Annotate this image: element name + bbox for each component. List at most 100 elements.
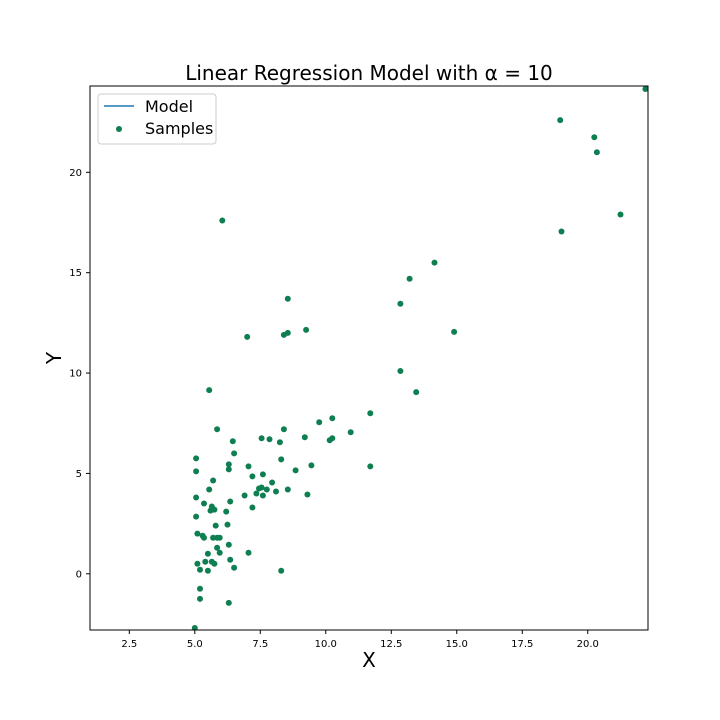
sample-point	[617, 211, 624, 218]
sample-point	[249, 473, 256, 480]
sample-point	[273, 488, 279, 495]
x-axis-label: X	[362, 648, 376, 672]
sample-point	[245, 549, 252, 556]
y-axis-label: Y	[42, 351, 66, 365]
sample-point	[266, 436, 273, 443]
plot-frame	[89, 85, 649, 631]
sample-point	[206, 486, 213, 493]
sample-point	[227, 498, 234, 505]
sample-point	[227, 556, 234, 563]
x-tick-label: 2.5	[121, 639, 137, 650]
sample-point	[201, 534, 207, 541]
legend-samples-label: Samples	[145, 119, 213, 138]
sample-point	[397, 368, 404, 374]
y-tick-label: 15	[69, 268, 82, 279]
sample-point	[308, 462, 315, 469]
sample-point	[259, 471, 266, 478]
sample-point	[258, 435, 265, 442]
sample-point	[284, 295, 291, 302]
sample-point	[225, 461, 232, 468]
sample-point	[329, 415, 336, 422]
sample-point	[591, 134, 598, 141]
sample-point	[303, 326, 310, 333]
sample-point	[316, 419, 323, 426]
sample-point	[197, 566, 203, 573]
sample-point	[191, 625, 198, 630]
sample-point	[367, 410, 374, 417]
sample-point	[210, 477, 217, 484]
sample-point	[197, 585, 203, 592]
sample-point	[263, 486, 270, 493]
sample-point	[276, 439, 283, 446]
sample-point	[206, 387, 213, 394]
sample-point	[269, 479, 276, 486]
sample-point	[231, 564, 238, 571]
sample-point	[413, 389, 420, 396]
sample-point	[593, 149, 600, 156]
sample-point	[216, 549, 223, 556]
sample-point	[253, 490, 260, 497]
sample-point	[431, 259, 438, 266]
sample-point	[406, 275, 413, 282]
sample-point	[212, 522, 219, 529]
chart-title: Linear Regression Model with α = 10	[185, 61, 553, 85]
sample-point	[231, 450, 238, 457]
legend-model-label: Model	[145, 97, 193, 116]
sample-point	[204, 550, 211, 557]
y-tick-label: 20	[69, 168, 82, 179]
sample-point	[219, 217, 226, 224]
sample-point	[259, 492, 266, 499]
sample-point	[301, 434, 308, 441]
sample-point	[214, 544, 221, 551]
sample-point	[207, 507, 214, 514]
sample-point	[241, 492, 248, 499]
sample-point	[225, 541, 232, 548]
sample-point	[347, 429, 354, 436]
sample-point	[216, 534, 223, 541]
sample-point	[280, 331, 287, 338]
sample-point	[326, 437, 333, 444]
x-axis-ticks: 2.5 5.0 7.5 10.0 12.5 15.0 17.5 20.0	[121, 630, 599, 650]
legend: Model Samples	[97, 93, 217, 145]
sample-point	[193, 494, 200, 501]
x-tick-label: 7.5	[252, 639, 268, 650]
sample-point	[557, 117, 564, 124]
y-axis-ticks: 0 5 10 15 20	[69, 168, 90, 580]
sample-point	[193, 455, 200, 462]
sample-point	[214, 426, 221, 433]
sample-point	[202, 558, 209, 565]
sample-point	[278, 567, 285, 574]
sample-point	[197, 595, 203, 602]
y-tick-label: 10	[69, 369, 82, 380]
sample-point	[201, 500, 207, 507]
sample-point	[193, 468, 200, 475]
x-tick-label: 17.5	[511, 639, 533, 650]
sample-point	[211, 560, 218, 567]
x-tick-label: 12.5	[380, 639, 402, 650]
sample-point	[280, 426, 287, 433]
sample-point	[249, 504, 256, 511]
sample-point	[292, 467, 299, 474]
sample-point	[225, 599, 232, 606]
sample-point	[194, 530, 201, 537]
sample-point	[367, 463, 374, 470]
x-tick-label: 10.0	[315, 639, 337, 650]
data-points	[191, 86, 648, 630]
sample-point	[284, 486, 291, 493]
y-tick-label: 5	[76, 469, 82, 480]
sample-point	[194, 560, 201, 567]
sample-point	[397, 300, 404, 307]
sample-point	[558, 228, 565, 235]
sample-point	[245, 463, 252, 470]
sample-point	[278, 456, 285, 463]
sample-point	[642, 86, 648, 92]
sample-point	[244, 333, 251, 340]
x-tick-label: 5.0	[187, 639, 203, 650]
sample-point	[225, 466, 232, 473]
sample-point	[204, 567, 211, 574]
legend-samples-marker	[116, 126, 122, 132]
sample-point	[229, 438, 236, 445]
x-tick-label: 15.0	[446, 639, 468, 650]
y-tick-label: 0	[76, 569, 82, 580]
